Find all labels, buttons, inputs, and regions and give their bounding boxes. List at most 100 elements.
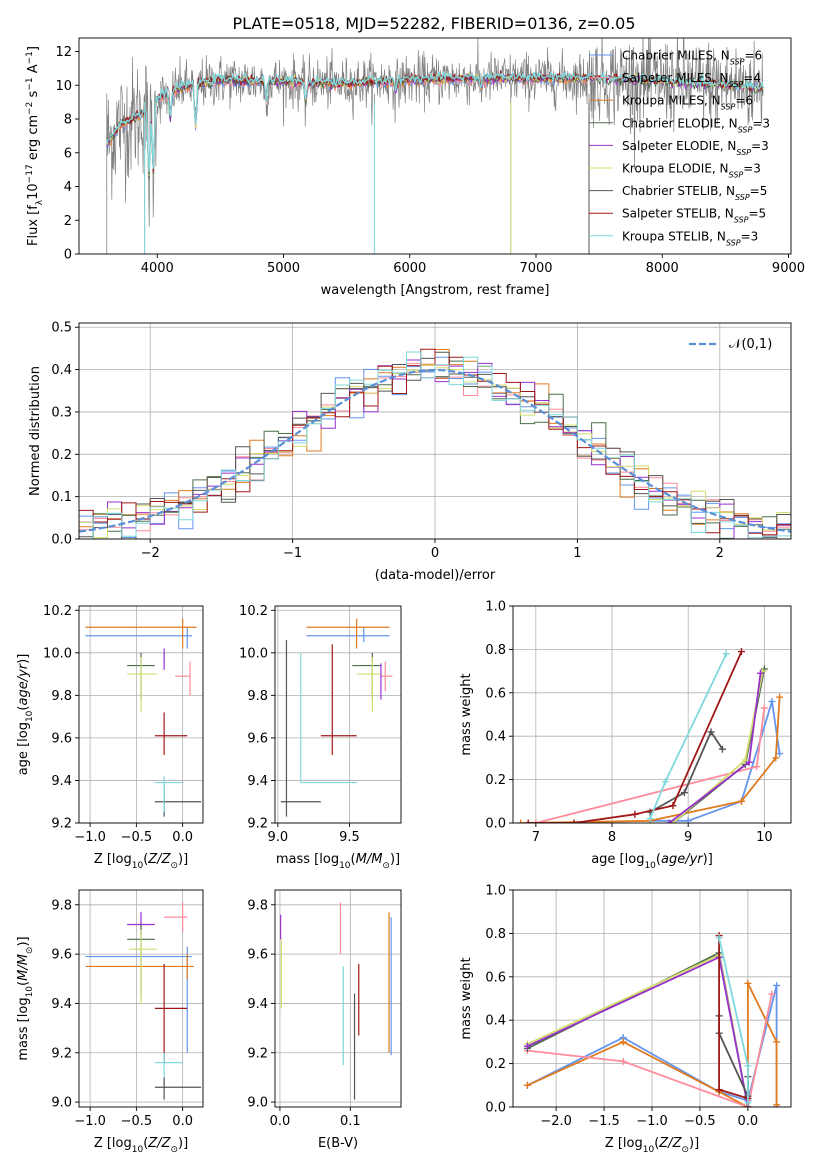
label-part: 10 bbox=[132, 1145, 144, 1155]
legend-sub: SSP bbox=[726, 238, 741, 247]
y-tick-label: 9.6 bbox=[247, 948, 268, 963]
x-tick-label: 2 bbox=[716, 546, 724, 561]
axes-frame bbox=[78, 889, 204, 1108]
legend-label: Salpeter MILES, N bbox=[622, 71, 729, 85]
label-part: ⊙ bbox=[25, 947, 35, 955]
label-part: age/yr bbox=[661, 852, 704, 867]
legend-sub: SSP bbox=[729, 170, 744, 179]
axes-frame bbox=[78, 37, 792, 255]
figure-title: PLATE=0518, MJD=52282, FIBERID=0136, z=0… bbox=[232, 14, 635, 33]
label-part: Z [log bbox=[94, 1136, 132, 1151]
label-part: )] bbox=[703, 852, 713, 867]
series-group-weight_vs_Z bbox=[523, 932, 781, 1107]
label-part: ⊙ bbox=[382, 861, 390, 871]
legend-sub: SSP bbox=[729, 80, 744, 89]
y-tick-label: 1.0 bbox=[485, 600, 506, 615]
y-tick-label: 0.5 bbox=[51, 321, 72, 336]
y-tick-label: 0.8 bbox=[485, 643, 506, 658]
x-tick-label: 0.0 bbox=[738, 1114, 759, 1129]
legend-label: Chabrier STELIB, N bbox=[622, 184, 735, 198]
label-part: Z/Z bbox=[658, 1136, 682, 1151]
y-tick-label: 0 bbox=[64, 248, 72, 263]
legend-sub: SSP bbox=[721, 102, 736, 111]
label-part: −1 bbox=[25, 51, 35, 64]
label-part: )] bbox=[689, 1136, 699, 1151]
label-part: Flux [f bbox=[26, 205, 41, 246]
y-tick-label: 0.0 bbox=[485, 1101, 506, 1116]
x-tick-label: 6000 bbox=[393, 261, 426, 276]
x-axis-label: age [log10(age/yr)] bbox=[591, 852, 713, 871]
x-tick-label: −0.5 bbox=[121, 830, 153, 845]
legend-sub: SSP bbox=[738, 125, 753, 134]
legend-label: Kroupa ELODIE, N bbox=[622, 162, 729, 176]
grid-layer bbox=[79, 323, 791, 1108]
legend-sub: SSP bbox=[730, 57, 745, 66]
y-tick-label: 9.4 bbox=[247, 774, 268, 789]
x-axis-label: mass [log10(M/M⊙)] bbox=[276, 852, 400, 871]
x-tick-label: −1.0 bbox=[74, 830, 106, 845]
label-part: ( bbox=[16, 981, 31, 986]
y-axis-label: Normed distribution bbox=[28, 366, 43, 496]
y-tick-label: 0.8 bbox=[485, 927, 506, 942]
series-group-residuals bbox=[79, 348, 791, 539]
y-tick-label: 10.2 bbox=[43, 604, 72, 619]
x-tick-label: 8000 bbox=[646, 261, 679, 276]
label-part: −17 bbox=[25, 164, 35, 183]
x-axis-label: (data-model)/error bbox=[375, 568, 496, 583]
label-part: erg cm bbox=[26, 115, 41, 164]
x-tick-label: 0 bbox=[431, 546, 439, 561]
legend-n: =3 bbox=[743, 162, 761, 176]
label-part: −1 bbox=[25, 77, 35, 90]
label-part: ⊙ bbox=[681, 1145, 689, 1155]
label-part: s bbox=[26, 90, 41, 101]
legend-sub: SSP bbox=[736, 147, 751, 156]
x-tick-label: −1 bbox=[283, 546, 302, 561]
label-part: Z [log bbox=[605, 1136, 643, 1151]
legend-label: Kroupa MILES, N bbox=[622, 94, 721, 108]
y-tick-label: 2 bbox=[64, 214, 72, 229]
weight-line-chabrier-miles bbox=[650, 700, 781, 822]
legend-entry: Chabrier MILES, NSSP=6 bbox=[622, 49, 762, 67]
x-tick-label: 0.0 bbox=[172, 1114, 193, 1129]
y-tick-label: 0.4 bbox=[485, 1014, 506, 1029]
x-tick-label: −0.5 bbox=[121, 1114, 153, 1129]
x-tick-label: −2.0 bbox=[540, 1114, 572, 1129]
y-tick-label: 0.0 bbox=[485, 817, 506, 832]
label-part: 10 bbox=[26, 183, 41, 200]
x-tick-label: 10 bbox=[756, 830, 773, 845]
legend-entry: Chabrier STELIB, NSSP=5 bbox=[622, 184, 767, 202]
x-tick-label: 0.0 bbox=[270, 1114, 291, 1129]
legend-label: Salpeter STELIB, N bbox=[622, 207, 734, 221]
label-part: )] bbox=[390, 852, 400, 867]
x-tick-label: 7000 bbox=[519, 261, 552, 276]
legend-entry: Chabrier ELODIE, NSSP=3 bbox=[622, 116, 770, 134]
x-tick-label: 9 bbox=[684, 830, 692, 845]
label-part: mass [log bbox=[16, 997, 31, 1060]
label-part: )] bbox=[178, 1136, 188, 1151]
axes-frame bbox=[274, 889, 402, 1108]
label-part: ( bbox=[143, 1136, 148, 1151]
label-part: M/M bbox=[356, 852, 383, 867]
weight-line-salpeter-miles bbox=[527, 994, 773, 1107]
y-tick-label: 0.4 bbox=[51, 363, 72, 378]
label-part: ] bbox=[26, 46, 41, 51]
series-group-age_vs_Z bbox=[85, 618, 202, 817]
label-part: −2 bbox=[25, 102, 35, 115]
x-axis-label: Z [log10(Z/Z⊙)] bbox=[605, 1136, 699, 1155]
x-tick-label: 4000 bbox=[141, 261, 174, 276]
y-tick-label: 9.0 bbox=[51, 1096, 72, 1111]
y-tick-label: 0.2 bbox=[485, 773, 506, 788]
label-part: Z/Z bbox=[147, 852, 171, 867]
y-tick-label: 9.4 bbox=[51, 997, 72, 1012]
label-part: ⊙ bbox=[170, 861, 178, 871]
label-part: ( bbox=[351, 852, 356, 867]
label-part: mass [log bbox=[276, 852, 339, 867]
label-part: 10 bbox=[25, 710, 35, 722]
x-tick-label: 8 bbox=[608, 830, 616, 845]
label-part: age [log bbox=[591, 852, 644, 867]
y-tick-label: 0.2 bbox=[51, 448, 72, 463]
x-tick-label: −1.0 bbox=[636, 1114, 668, 1129]
legend-n: =3 bbox=[741, 229, 759, 243]
label-part: age/yr bbox=[16, 662, 31, 705]
legend-n: =3 bbox=[751, 139, 769, 153]
